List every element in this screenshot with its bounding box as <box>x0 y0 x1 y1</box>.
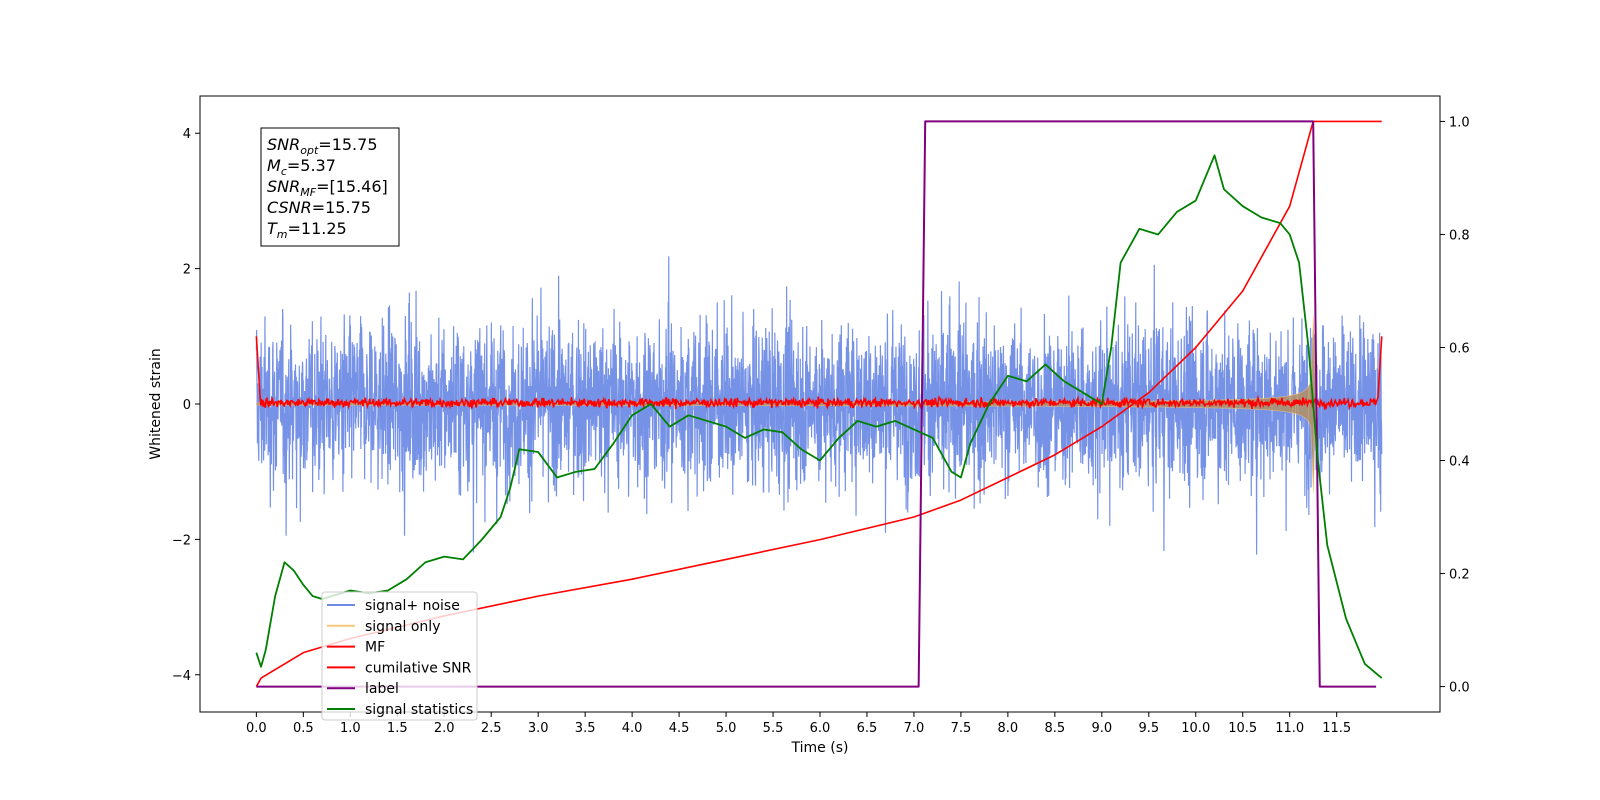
x-axis-ticks: 0.0 0.5 1.0 1.5 2.0 2.5 3.0 3.5 4.0 4.5 5.0 5.5 6.0 6… <box>246 712 1351 736</box>
y-axis-label: Whitened strain <box>148 348 164 459</box>
y-tick-label: 2 <box>183 263 191 278</box>
legend-entry-label: MF <box>365 640 385 656</box>
x-tick-label: 9.0 <box>1091 721 1112 736</box>
x-tick-label: 2.5 <box>481 721 502 736</box>
x-tick-label: 4.0 <box>622 721 643 736</box>
x-tick-label: 1.5 <box>387 721 408 736</box>
y2-tick-label: 0.2 <box>1449 568 1470 583</box>
annotation-line: SNRopt=15.75 <box>267 135 378 157</box>
x-tick-label: 3.5 <box>575 721 596 736</box>
annotation-frame <box>260 127 400 247</box>
legend-entry-label: signal+ noise <box>365 598 460 614</box>
legend-frame <box>321 591 478 721</box>
annotation-line: SNRMF=[15.46] <box>267 177 388 199</box>
x-tick-label: 1.0 <box>340 721 361 736</box>
x-tick-label: 3.0 <box>528 721 549 736</box>
y2-axis-ticks: 1.0 0.8 0.6 0.4 0.2 0.0 <box>1440 115 1470 696</box>
y2-tick-label: 0.8 <box>1449 228 1470 243</box>
x-tick-label: 7.5 <box>951 721 972 736</box>
x-tick-label: 8.5 <box>1045 721 1066 736</box>
y-tick-label: −4 <box>172 669 191 684</box>
x-tick-label: 8.0 <box>998 721 1019 736</box>
series-mf-line <box>255 336 1383 411</box>
stats-annotation-box: SNRopt=15.75Mc=5.37SNRMF=[15.46]CSNR=15.… <box>260 127 400 247</box>
x-tick-label: 9.5 <box>1138 721 1159 736</box>
x-tick-label: 7.0 <box>904 721 925 736</box>
x-tick-label: 0.5 <box>293 721 314 736</box>
series-signal-statistics-line <box>255 154 1383 679</box>
x-tick-label: 6.5 <box>857 721 878 736</box>
annotation-line: Tm=11.25 <box>267 219 347 241</box>
x-tick-label: 0.0 <box>246 721 267 736</box>
y-tick-label: 4 <box>183 127 191 142</box>
x-tick-label: 10.0 <box>1181 721 1210 736</box>
annotation-line: CSNR=15.75 <box>267 198 371 217</box>
series-label-line <box>256 120 1377 688</box>
x-tick-label: 2.0 <box>434 721 455 736</box>
x-tick-label: 6.0 <box>810 721 831 736</box>
y2-tick-label: 1.0 <box>1449 115 1470 130</box>
y2-tick-label: 0.6 <box>1449 341 1470 356</box>
x-tick-label: 11.0 <box>1275 721 1304 736</box>
x-tick-label: 5.5 <box>763 721 784 736</box>
legend-entry-label: signal only <box>365 619 440 635</box>
y-axis-ticks: 4 2 0 −2 −4 <box>172 127 200 684</box>
x-tick-label: 11.5 <box>1322 721 1351 736</box>
x-tick-label: 5.0 <box>716 721 737 736</box>
x-tick-label: 10.5 <box>1228 721 1257 736</box>
legend-entry-label: signal statistics <box>365 702 473 718</box>
y-tick-label: 0 <box>183 398 191 413</box>
x-tick-label: 4.5 <box>669 721 690 736</box>
legend-entry-label: label <box>365 681 399 697</box>
x-axis-label: Time (s) <box>791 740 849 756</box>
legend: signal+ noise signal only MF cumilative SNR… <box>321 591 478 721</box>
y2-tick-label: 0.4 <box>1449 455 1470 470</box>
y2-tick-label: 0.0 <box>1449 681 1470 696</box>
annotation-line: Mc=5.37 <box>267 156 336 178</box>
y-tick-label: −2 <box>172 533 191 548</box>
legend-entry-label: cumilative SNR <box>365 660 472 676</box>
